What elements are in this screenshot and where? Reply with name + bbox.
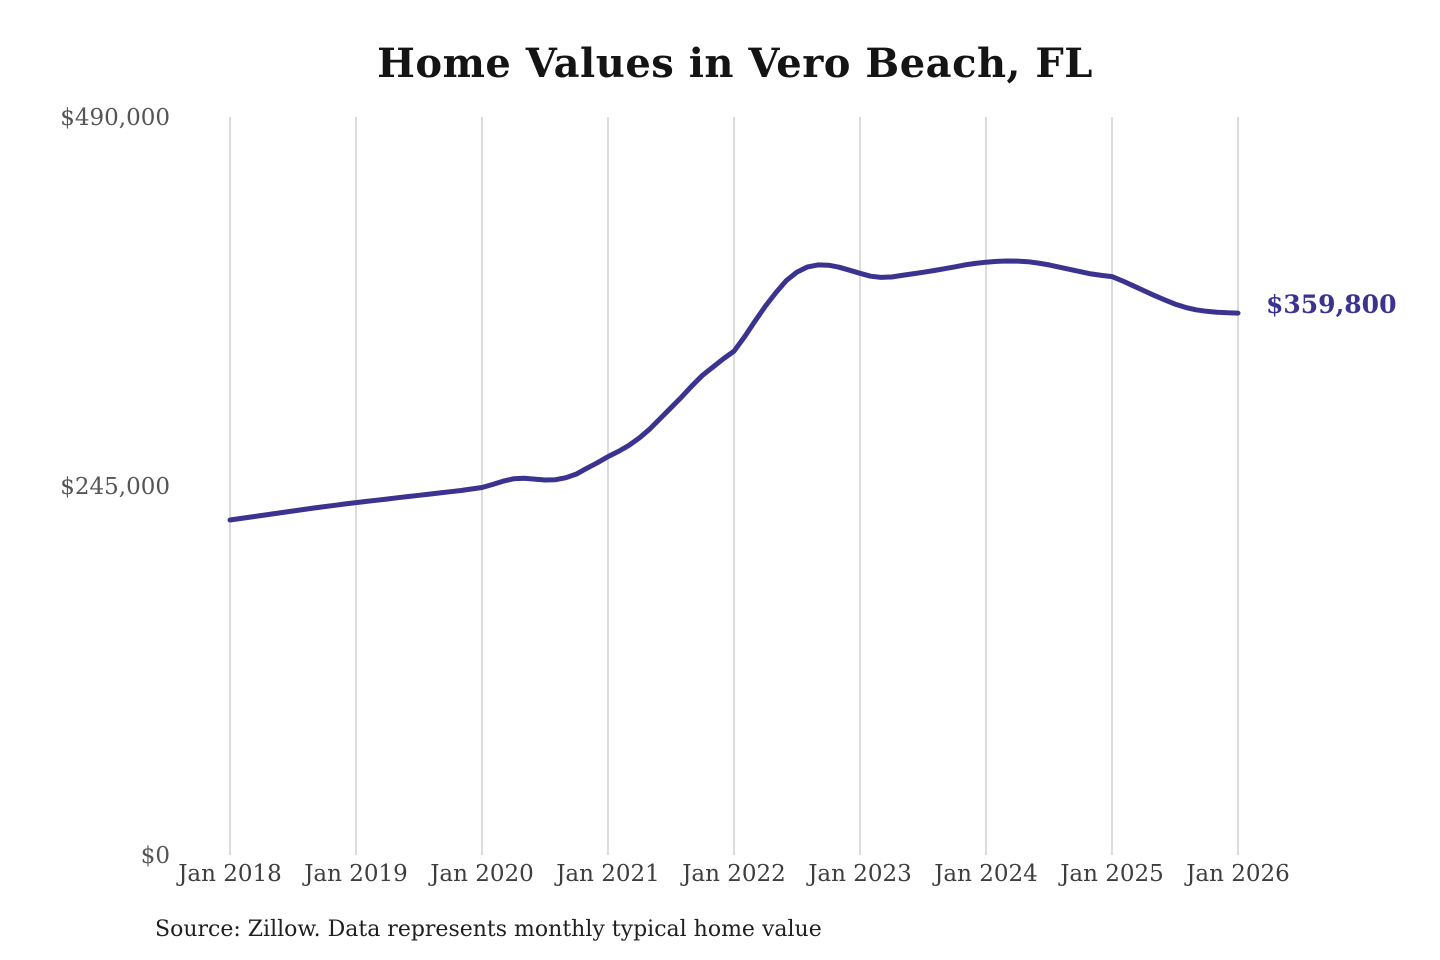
x-tick-label: Jan 2018: [176, 861, 282, 887]
x-tick-label: Jan 2021: [554, 861, 660, 887]
x-tick-label: Jan 2024: [932, 861, 1038, 887]
y-tick-label: $245,000: [60, 474, 170, 500]
y-tick-label: $490,000: [60, 105, 170, 131]
chart-title: Home Values in Vero Beach, FL: [377, 40, 1093, 87]
x-tick-label: Jan 2019: [302, 861, 408, 887]
x-tick-label: Jan 2023: [806, 861, 912, 887]
x-tick-label: Jan 2026: [1184, 861, 1290, 887]
source-note: Source: Zillow. Data represents monthly …: [155, 917, 822, 942]
x-tick-label: Jan 2020: [428, 861, 534, 887]
y-tick-label: $0: [141, 843, 170, 869]
end-value-label: $359,800: [1266, 290, 1397, 320]
home-value-line: [227, 258, 1241, 523]
x-tick-label: Jan 2022: [680, 861, 786, 887]
x-tick-label: Jan 2025: [1058, 861, 1164, 887]
